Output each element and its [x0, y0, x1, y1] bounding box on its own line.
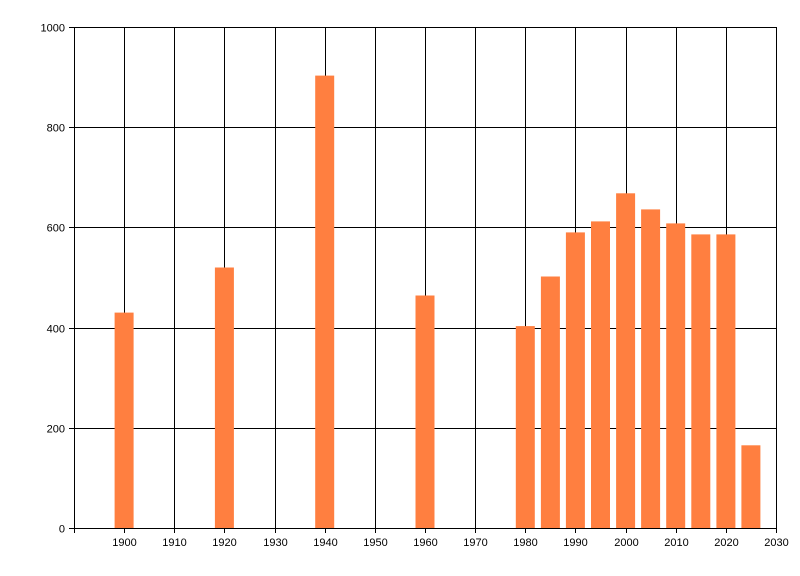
y-axis-ticks: 0 200 400 600 800 1000	[41, 23, 74, 536]
x-tick-label: 1960	[413, 537, 437, 549]
y-tick-label: 800	[47, 123, 65, 135]
y-tick-label: 0	[59, 524, 65, 536]
x-tick-label: 1900	[112, 537, 136, 549]
y-tick-label: 200	[47, 424, 65, 436]
y-tick-label: 1000	[41, 23, 65, 35]
bar	[114, 312, 134, 528]
bar	[641, 209, 661, 528]
x-tick-label: 2020	[714, 537, 738, 549]
x-tick-label: 1920	[212, 537, 236, 549]
bar	[616, 193, 636, 529]
bar	[716, 234, 736, 528]
bar	[741, 445, 761, 528]
x-axis-ticks: 1900 1910 1920 1930 1940 1950 1960 1970 1980 1990…	[112, 528, 789, 549]
x-tick-label: 1940	[313, 537, 337, 549]
bar	[666, 223, 686, 528]
x-tick-label: 2030	[764, 537, 788, 549]
bar	[565, 232, 585, 528]
bar	[415, 295, 435, 528]
bar	[315, 75, 335, 528]
y-tick-label: 400	[47, 324, 65, 336]
x-tick-label: 1970	[463, 537, 487, 549]
x-tick-label: 2010	[664, 537, 688, 549]
bar	[591, 221, 610, 528]
bar	[691, 234, 711, 528]
y-tick-label: 600	[47, 223, 65, 235]
x-tick-label: 1910	[162, 537, 186, 549]
bar	[214, 267, 234, 528]
x-tick-label: 1930	[263, 537, 287, 549]
bar	[540, 276, 560, 528]
x-tick-label: 1990	[563, 537, 587, 549]
x-tick-label: 1950	[363, 537, 387, 549]
x-tick-label: 1980	[513, 537, 537, 549]
x-tick-label: 2000	[614, 537, 638, 549]
axes	[69, 27, 776, 533]
bar-series	[114, 75, 761, 529]
bar	[515, 326, 535, 528]
